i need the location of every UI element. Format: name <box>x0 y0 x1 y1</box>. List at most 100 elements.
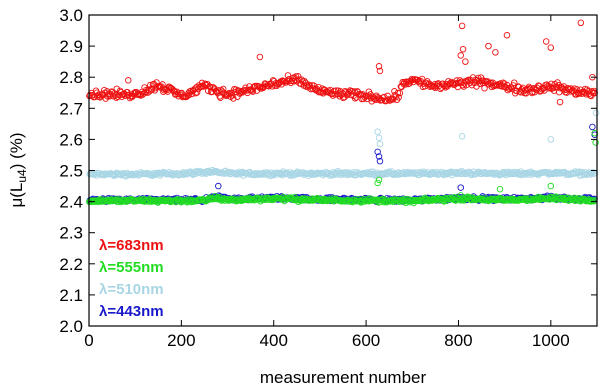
y-tick-label: 2.9 <box>59 37 83 56</box>
data-point <box>375 176 383 184</box>
data-point <box>118 171 125 179</box>
data-point <box>459 45 467 53</box>
data-point <box>481 85 488 92</box>
x-tick-label: 600 <box>352 331 380 350</box>
x-tick-label: 200 <box>167 331 195 350</box>
data-point <box>147 85 155 93</box>
y-tick-label: 2.3 <box>59 224 83 243</box>
data-point <box>230 95 237 102</box>
data-point <box>503 31 511 39</box>
data-point <box>457 197 464 204</box>
data-point <box>394 89 402 97</box>
data-point <box>270 194 278 202</box>
data-point <box>266 81 274 88</box>
data-point <box>507 84 515 91</box>
data-point <box>351 95 359 102</box>
data-point <box>548 80 555 88</box>
data-point <box>542 38 550 45</box>
data-point <box>396 89 404 97</box>
data-point <box>418 75 426 83</box>
data-point <box>284 195 291 203</box>
data-point <box>376 140 384 148</box>
data-point <box>485 42 492 50</box>
y-tick-label: 2.8 <box>59 68 83 87</box>
data-point <box>547 44 555 51</box>
data-point <box>462 58 469 65</box>
legend-entry-683nm: λ=683nm <box>99 237 164 254</box>
data-point <box>457 184 465 191</box>
x-tick-label: 800 <box>444 331 472 350</box>
data-point <box>438 84 445 91</box>
data-point <box>217 94 224 101</box>
data-point <box>549 84 557 92</box>
data-point <box>592 109 600 117</box>
data-point <box>402 78 410 85</box>
legend-entry-510nm: λ=510nm <box>99 281 164 298</box>
data-point <box>219 85 227 93</box>
legend-entry-443nm: λ=443nm <box>99 303 164 320</box>
data-point <box>147 81 154 89</box>
data-point <box>527 85 534 92</box>
data-point <box>547 136 555 143</box>
data-point <box>458 22 466 30</box>
y-axis-label-subscript: u4 <box>15 169 29 183</box>
data-point <box>458 133 466 140</box>
data-point <box>215 182 222 190</box>
data-point <box>367 94 375 102</box>
data-point <box>395 94 402 101</box>
y-tick-label: 2.5 <box>59 162 83 181</box>
y-tick-label: 2.2 <box>59 255 83 274</box>
data-point <box>457 52 465 59</box>
data-point <box>374 128 381 135</box>
data-point <box>198 170 206 177</box>
y-tick-label: 3.0 <box>59 6 83 25</box>
x-axis: 0 200 400 600 800 1000 <box>84 15 570 350</box>
data-point <box>492 49 499 56</box>
x-tick-label: 1000 <box>532 331 570 350</box>
data-point <box>375 63 383 70</box>
data-point <box>215 87 222 94</box>
data-point <box>375 134 383 142</box>
data-point <box>239 89 246 96</box>
series-555nm <box>86 129 599 207</box>
data-point <box>556 98 564 106</box>
y-tick-label: 2.6 <box>59 130 83 149</box>
data-point <box>522 171 529 178</box>
data-point <box>583 86 591 93</box>
data-point <box>193 89 201 96</box>
data-point <box>256 53 264 61</box>
data-point <box>376 157 384 165</box>
data-point <box>129 170 136 178</box>
data-point <box>376 67 384 75</box>
data-point <box>185 91 193 99</box>
data-point <box>111 196 119 204</box>
data-point <box>392 93 400 100</box>
data-point <box>242 196 249 203</box>
x-tick-label: 400 <box>260 331 288 350</box>
data-point <box>525 83 533 91</box>
data-point <box>204 87 212 95</box>
data-point <box>294 72 302 80</box>
data-point <box>589 123 596 131</box>
x-tick-label: 0 <box>84 331 93 350</box>
data-point <box>457 192 465 199</box>
series-683nm <box>86 19 598 106</box>
legend-entry-555nm: λ=555nm <box>99 259 164 276</box>
y-tick-label: 2.7 <box>59 99 83 118</box>
y-tick-label: 2.0 <box>59 317 83 336</box>
y-axis: 2.0 2.1 2.2 2.3 2.4 2.5 2.6 2.7 2.8 2.9 3.0 <box>59 6 597 336</box>
data-point <box>347 91 355 99</box>
y-axis-label-tail: ) (%) <box>7 132 26 169</box>
data-point <box>374 179 381 187</box>
data-point <box>537 194 545 201</box>
data-point <box>375 153 383 160</box>
data-point <box>452 169 459 177</box>
data-point <box>138 197 145 205</box>
data-point <box>380 171 388 178</box>
data-point <box>577 19 585 27</box>
data-point <box>442 84 449 91</box>
data-point <box>496 185 504 193</box>
data-point <box>124 77 132 84</box>
y-axis-label-base: μ(L <box>7 183 26 208</box>
